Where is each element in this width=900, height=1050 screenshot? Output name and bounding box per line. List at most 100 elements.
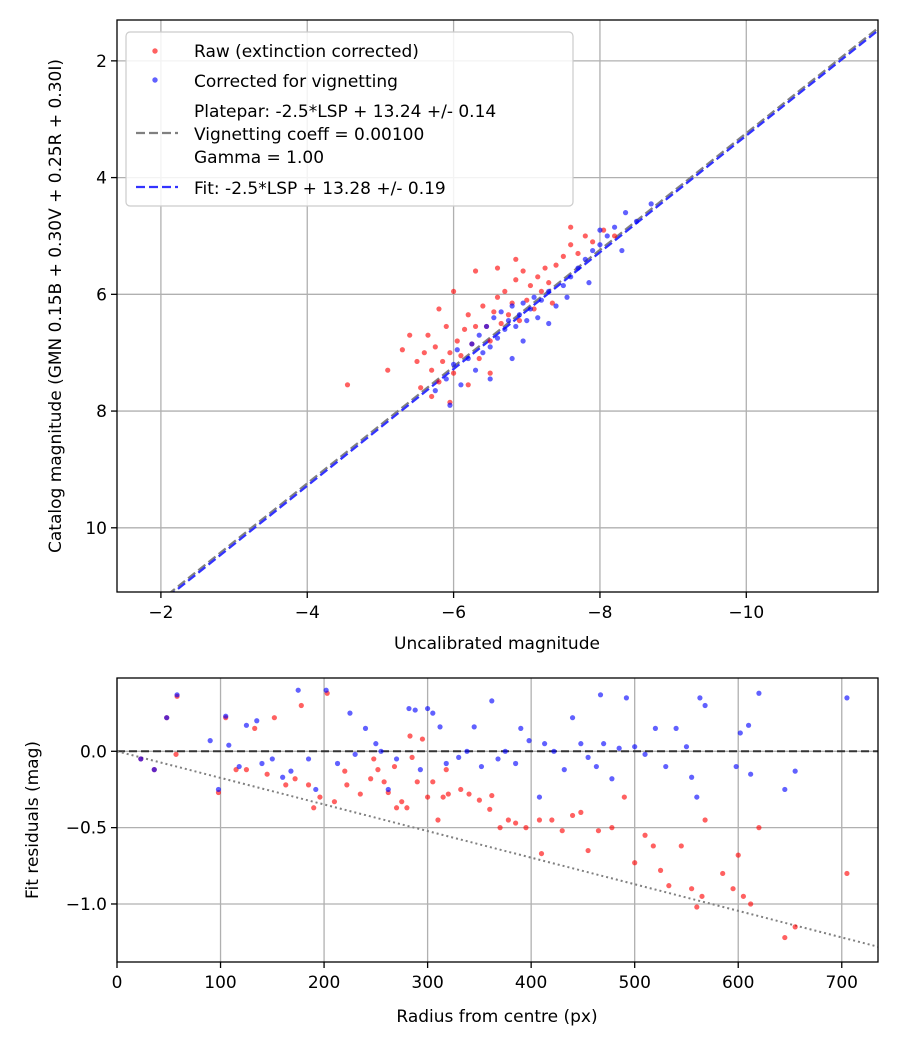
bottom-point-raw — [523, 825, 529, 831]
bottom-point-raw — [375, 767, 381, 773]
bottom-point-raw — [283, 782, 289, 788]
bottom-x-tick-label: 200 — [308, 973, 340, 993]
top-ticks: −2 −4 −6 −8 −10 2 4 6 8 10 — [85, 52, 764, 623]
bottom-point-corrected — [642, 751, 648, 757]
bottom-point-raw — [371, 756, 377, 762]
bottom-x-tick-label: 100 — [204, 973, 236, 993]
bottom-point-raw — [317, 794, 323, 800]
bottom-point-corrected — [702, 702, 708, 709]
top-x-tick-label: −6 — [441, 603, 466, 623]
top-point-raw — [399, 347, 405, 353]
bottom-point-corrected — [347, 710, 353, 716]
top-point-raw — [432, 344, 438, 350]
bottom-point-corrected — [561, 767, 567, 773]
bottom-point-raw — [748, 901, 754, 907]
top-point-raw — [472, 323, 479, 330]
top-x-tick-label: −4 — [295, 603, 320, 623]
top-point-corrected — [450, 361, 457, 367]
top-point-corrected — [622, 210, 629, 216]
bottom-point-raw — [782, 934, 788, 941]
bottom-point-corrected — [226, 742, 232, 748]
bottom-point-raw — [409, 754, 415, 760]
top-point-raw — [553, 262, 559, 268]
top-y-tick-label: 6 — [96, 285, 107, 305]
top-point-raw — [513, 256, 519, 262]
legend-raw-marker — [152, 48, 158, 54]
bottom-point-raw — [844, 870, 850, 877]
bottom-point-raw — [699, 893, 705, 899]
bottom-point-corrected — [551, 748, 557, 754]
top-point-corrected — [505, 317, 512, 324]
legend-raw-label: Raw (extinction corrected) — [194, 42, 419, 62]
bottom-point-corrected — [430, 710, 436, 716]
bottom-point-raw — [173, 751, 179, 757]
bottom-point-raw — [513, 820, 519, 826]
bottom-point-corrected — [378, 748, 384, 754]
legend-box — [125, 31, 574, 207]
bottom-point-raw — [381, 779, 387, 785]
bottom-point-corrected — [782, 786, 788, 793]
top-point-raw — [487, 338, 493, 344]
top-point-raw — [531, 306, 537, 312]
bottom-x-tick-label: 400 — [515, 973, 547, 993]
top-point-raw — [344, 382, 351, 388]
bottom-point-corrected — [495, 756, 501, 762]
top-point-corrected — [575, 265, 581, 271]
bottom-reference-lines — [117, 750, 878, 948]
top-point-raw — [458, 353, 464, 359]
top-point-raw — [454, 338, 460, 344]
top-point-raw — [611, 233, 618, 239]
top-point-raw — [524, 297, 530, 303]
legend-corrected-marker — [152, 77, 158, 83]
top-point-corrected — [619, 247, 625, 254]
bottom-x-tick-label: 300 — [411, 973, 443, 993]
bottom-point-corrected — [138, 756, 144, 762]
bottom-point-corrected — [373, 741, 379, 747]
top-point-corrected — [509, 303, 515, 309]
bottom-point-corrected — [334, 760, 341, 767]
bottom-point-corrected — [694, 794, 700, 800]
top-point-corrected — [633, 218, 640, 224]
residuals-chart: 0 100 200 300 400 500 600 700 0.0 −0.5 −1.0 Radius… — [23, 677, 879, 1027]
bottom-point-corrected — [385, 786, 391, 793]
top-point-corrected — [538, 297, 545, 303]
bottom-point-raw — [445, 791, 451, 797]
bottom-x-tick-label: 0 — [112, 973, 123, 993]
bottom-point-corrected — [352, 751, 358, 757]
bottom-point-corrected — [652, 725, 658, 731]
bottom-point-corrected — [683, 744, 690, 750]
bottom-point-corrected — [207, 738, 213, 744]
bottom-point-corrected — [254, 718, 260, 724]
bottom-point-raw — [559, 828, 565, 834]
bottom-point-raw — [489, 792, 495, 799]
top-point-raw — [527, 282, 534, 289]
bottom-point-corrected — [737, 730, 743, 736]
bottom-point-raw — [393, 805, 400, 811]
bottom-point-corrected — [393, 756, 400, 762]
bottom-point-corrected — [164, 715, 170, 721]
bottom-point-corrected — [305, 756, 312, 762]
bottom-point-corrected — [593, 763, 599, 770]
bottom-x-tick-label: 700 — [826, 973, 858, 993]
bottom-x-axis-label: Radius from centre (px) — [396, 1007, 597, 1027]
bottom-point-raw — [443, 767, 449, 773]
top-point-raw — [465, 312, 471, 318]
bottom-point-raw — [476, 797, 482, 803]
top-point-raw — [502, 288, 508, 295]
bottom-point-corrected — [243, 722, 250, 728]
bottom-point-corrected — [313, 786, 319, 793]
bottom-point-raw — [357, 791, 363, 797]
top-point-corrected — [469, 341, 475, 347]
bottom-point-raw — [740, 893, 747, 899]
top-line-fit — [172, 29, 878, 592]
bottom-point-corrected — [223, 713, 229, 719]
bottom-point-raw — [342, 768, 348, 774]
bottom-point-corrected — [542, 741, 548, 747]
bottom-point-raw — [642, 832, 648, 838]
top-point-corrected — [546, 288, 552, 295]
bottom-point-raw — [536, 817, 543, 823]
top-point-raw — [436, 306, 442, 312]
bottom-point-raw — [657, 867, 664, 873]
top-point-raw — [516, 317, 523, 324]
top-point-corrected — [432, 388, 438, 394]
